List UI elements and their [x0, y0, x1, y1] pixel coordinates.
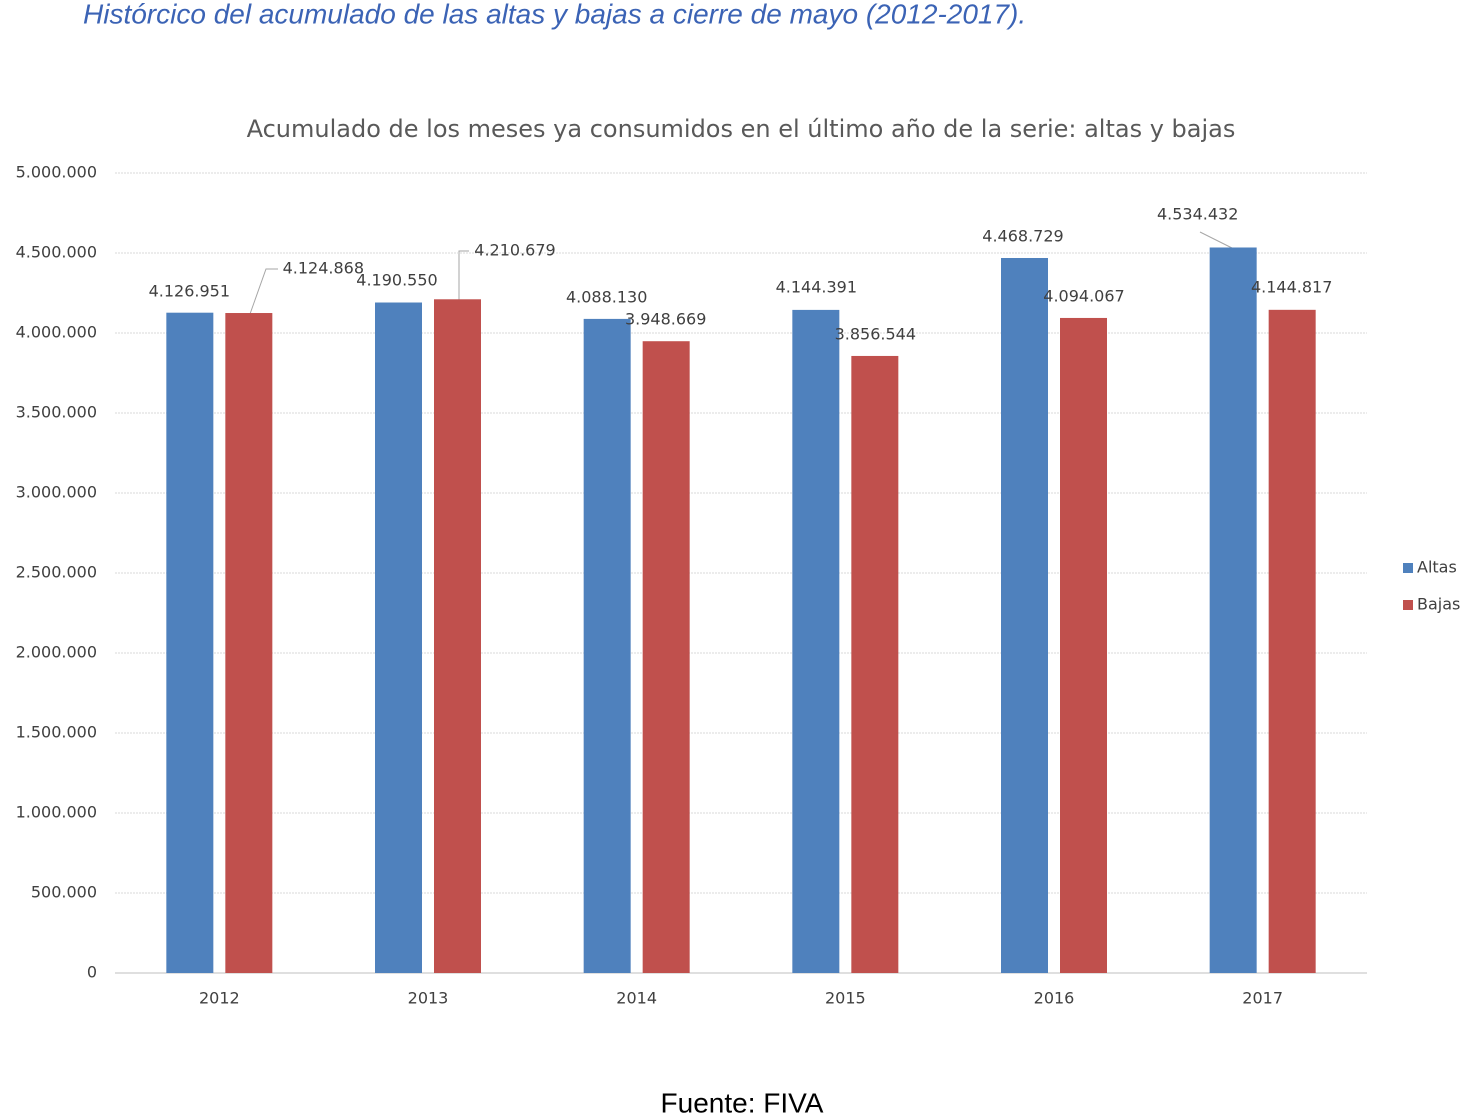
value-label: 4.088.130	[566, 288, 647, 307]
bar	[792, 309, 840, 973]
y-tick-label: 2.500.000	[16, 563, 97, 582]
bar	[375, 302, 422, 974]
bar	[1001, 258, 1048, 973]
bar	[642, 341, 690, 973]
value-label: 3.856.544	[835, 325, 916, 344]
legend-label: Bajas	[1417, 595, 1460, 614]
x-tick-label: 2012	[199, 989, 240, 1008]
y-tick-label: 3.500.000	[16, 403, 97, 422]
y-tick-label: 1.000.000	[16, 803, 97, 822]
leader-line	[1199, 231, 1233, 249]
y-tick-label: 5.000.000	[16, 163, 97, 182]
bar	[1268, 309, 1316, 973]
y-tick-label: 4.000.000	[16, 323, 97, 342]
y-tick-label: 3.000.000	[16, 483, 97, 502]
bar	[851, 355, 899, 973]
leader-lines	[249, 231, 1233, 315]
x-tick-label: 2017	[1242, 989, 1283, 1008]
value-label: 4.144.391	[776, 278, 857, 297]
x-tick-label: 2014	[616, 989, 657, 1008]
legend-swatch	[1403, 563, 1413, 573]
legend-swatch	[1403, 600, 1413, 610]
bar	[1060, 317, 1107, 973]
leader-line	[249, 268, 278, 315]
value-label: 4.190.550	[356, 271, 437, 290]
bar	[166, 312, 214, 973]
value-label: 4.144.817	[1251, 278, 1332, 297]
y-tick-label: 4.500.000	[16, 243, 97, 262]
x-tick-label: 2015	[825, 989, 866, 1008]
value-label: 4.534.432	[1157, 205, 1238, 224]
bar	[583, 318, 631, 974]
value-label: 4.126.951	[149, 282, 230, 301]
value-label: 4.210.679	[474, 241, 555, 260]
value-label: 4.468.729	[982, 227, 1063, 246]
bar	[1209, 247, 1257, 974]
heading: Histórcico del acumulado de las altas y …	[83, 0, 1026, 29]
source: Fuente: FIVA	[661, 1087, 824, 1118]
bar	[434, 299, 481, 973]
legend-label: Altas	[1417, 558, 1457, 577]
y-tick-label: 1.500.000	[16, 723, 97, 742]
y-tick-label: 500.000	[31, 883, 97, 902]
y-tick-label: 0	[87, 963, 97, 982]
x-tick-label: 2016	[1034, 989, 1075, 1008]
value-label: 4.124.868	[283, 259, 364, 278]
value-label: 3.948.669	[625, 310, 706, 329]
x-tick-label: 2013	[408, 989, 449, 1008]
leader-line	[458, 250, 469, 300]
y-tick-label: 2.000.000	[16, 643, 97, 662]
value-label: 4.094.067	[1043, 287, 1124, 306]
bar	[225, 313, 273, 973]
chart-title: Acumulado de los meses ya consumidos en …	[247, 115, 1236, 143]
